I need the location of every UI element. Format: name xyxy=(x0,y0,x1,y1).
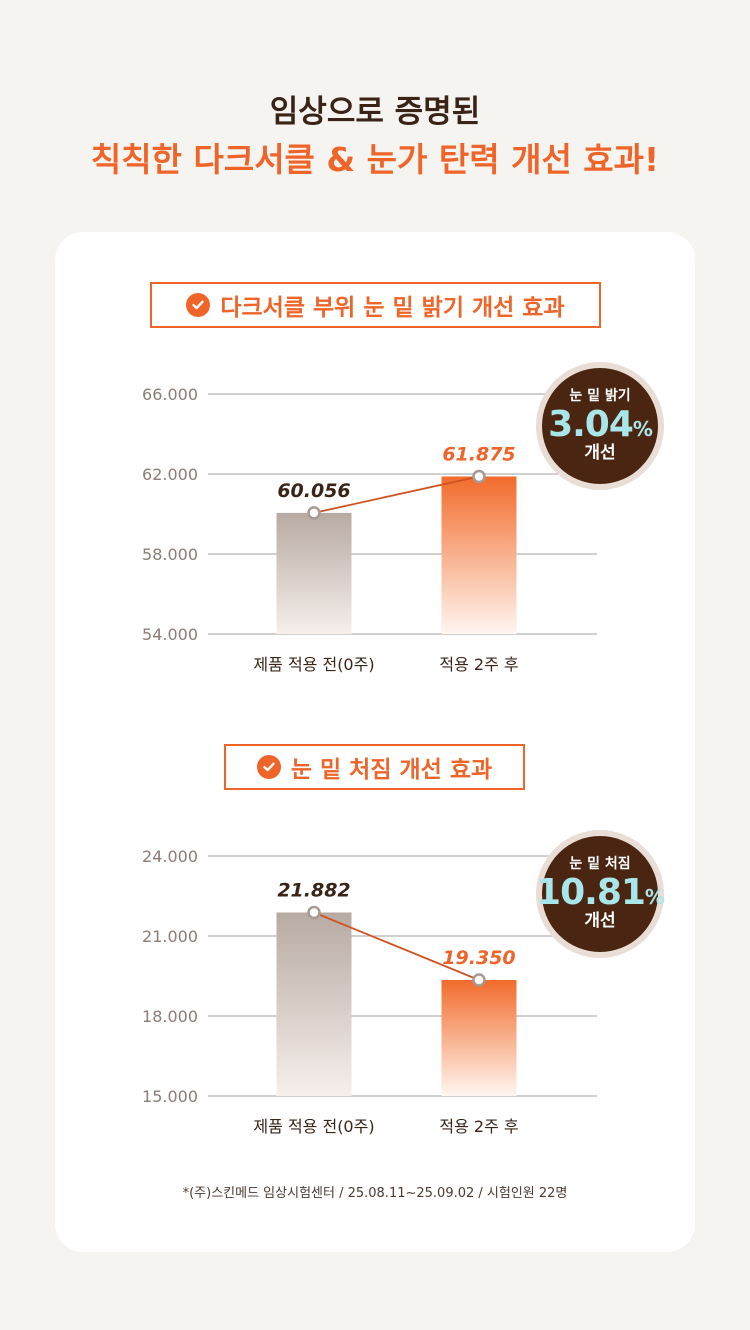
bar-after xyxy=(441,980,517,1096)
badge-brightness-label: 눈 밑 밝기 xyxy=(569,388,631,405)
badge-brightness-value: 3.04 xyxy=(548,403,634,445)
y-tick-label: 24.000 xyxy=(142,847,198,866)
badge-brightness: 눈 밑 밝기 3.04% 개선 xyxy=(536,362,664,490)
headline: 임상으로 증명된 칙칙한 다크서클 & 눈가 탄력 개선 효과! xyxy=(0,92,750,182)
x-category-label: 적용 2주 후 xyxy=(439,655,518,674)
badge-sagging-label: 눈 밑 처짐 xyxy=(569,856,631,873)
data-value-label: 21.882 xyxy=(277,879,350,901)
section-title-sagging: 눈 밑 처짐 개선 효과 xyxy=(224,744,525,790)
chart-brightness-svg: 54.000 58.000 62.000 66.000 제품 적용 전(0주) 적용 2주… xyxy=(142,385,597,674)
badge-brightness-percent: 3.04% xyxy=(548,403,653,445)
data-point xyxy=(472,973,486,987)
x-category-label: 제품 적용 전(0주) xyxy=(253,1117,374,1136)
data-point xyxy=(307,506,321,520)
badge-sagging-value: 10.81 xyxy=(536,871,646,913)
data-value-label: 61.875 xyxy=(442,444,515,466)
bar-before xyxy=(276,912,352,1096)
headline-line-1: 임상으로 증명된 xyxy=(269,94,481,130)
badge-sagging: 눈 밑 처짐 10.81% 개선 xyxy=(536,830,665,958)
badge-brightness-caption: 개선 xyxy=(584,443,616,464)
y-tick-label: 21.000 xyxy=(142,927,198,946)
x-category-label: 제품 적용 전(0주) xyxy=(253,655,374,674)
y-tick-label: 62.000 xyxy=(142,465,198,484)
section-title-brightness: 다크서클 부위 눈 밑 밝기 개선 효과 xyxy=(150,282,601,328)
section-title-brightness-text: 다크서클 부위 눈 밑 밝기 개선 효과 xyxy=(220,295,565,321)
badge-brightness-unit: % xyxy=(632,416,653,441)
footnote: *(주)스킨메드 임상시험센터 / 25.08.11~25.09.02 / 시험… xyxy=(182,1186,568,1201)
data-point xyxy=(307,905,321,920)
data-value-label: 19.350 xyxy=(442,947,515,969)
badge-sagging-percent: 10.81% xyxy=(536,871,665,913)
y-tick-label: 15.000 xyxy=(142,1087,198,1106)
chart-sagging: 15.000 18.000 21.000 24.000 제품 적용 전(0주) 적용 2주… xyxy=(0,832,750,1152)
data-value-label: 60.056 xyxy=(277,480,350,502)
connector-line xyxy=(313,475,480,514)
chart-brightness: 54.000 58.000 62.000 66.000 제품 적용 전(0주) 적용 2주… xyxy=(0,370,750,690)
y-tick-label: 54.000 xyxy=(142,625,198,644)
x-category-label: 적용 2주 후 xyxy=(439,1117,518,1136)
y-tick-label: 18.000 xyxy=(142,1007,198,1026)
y-tick-label: 66.000 xyxy=(142,385,198,404)
bar-after xyxy=(441,476,517,634)
bar-before xyxy=(276,512,352,634)
badge-sagging-unit: % xyxy=(644,884,665,909)
check-circle-icon xyxy=(256,755,281,779)
y-tick-label: 58.000 xyxy=(142,545,198,564)
check-circle-icon xyxy=(186,293,211,317)
chart-sagging-svg: 15.000 18.000 21.000 24.000 제품 적용 전(0주) 적용 2주… xyxy=(142,847,597,1136)
data-point xyxy=(472,469,486,484)
badge-sagging-caption: 개선 xyxy=(584,911,616,932)
headline-line-2: 칙칙한 다크서클 & 눈가 탄력 개선 효과! xyxy=(90,139,660,179)
section-title-sagging-text: 눈 밑 처짐 개선 효과 xyxy=(290,757,493,783)
connector-line xyxy=(313,911,480,981)
